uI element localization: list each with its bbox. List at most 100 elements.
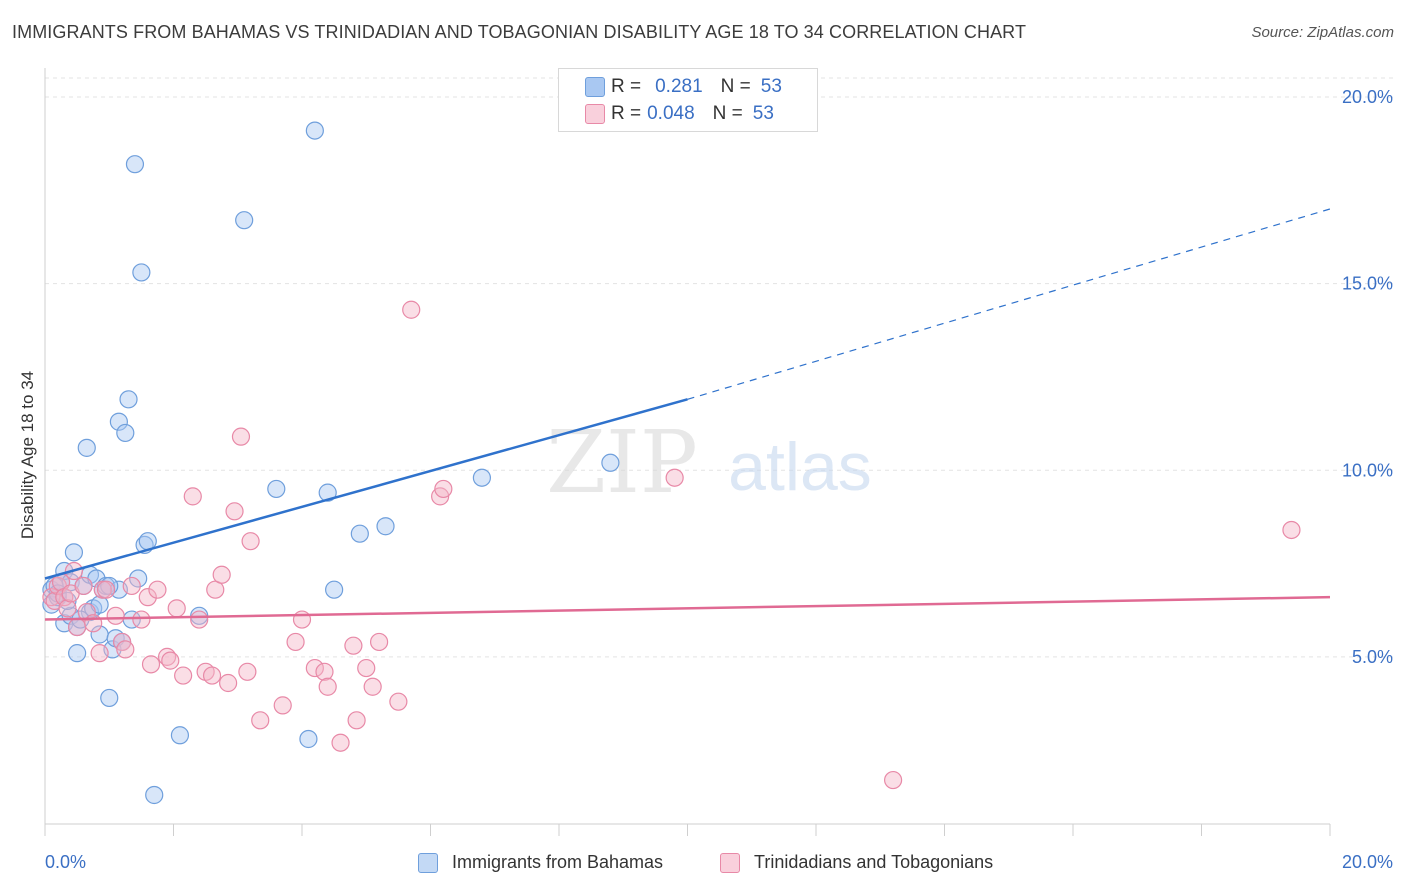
point-trinidad	[77, 602, 96, 622]
point-trinidad	[305, 658, 324, 678]
point-trinidad	[363, 677, 382, 696]
point-bahamas	[601, 453, 620, 472]
source-label: Source: ZipAtlas.com	[1251, 24, 1394, 41]
point-bahamas	[132, 263, 151, 282]
point-trinidad	[315, 662, 334, 681]
data-points	[42, 121, 1301, 805]
legend-n-value: 53	[760, 76, 782, 97]
point-bahamas	[116, 423, 135, 443]
watermark: ZIP atlas	[546, 413, 872, 513]
point-trinidad	[286, 632, 305, 652]
point-trinidad	[292, 610, 312, 629]
point-bahamas	[235, 211, 254, 230]
point-trinidad	[132, 610, 151, 629]
point-bahamas	[145, 785, 164, 805]
watermark-atlas: atlas	[728, 429, 872, 505]
chart-title: IMMIGRANTS FROM BAHAMAS VS TRINIDADIAN A…	[12, 22, 1027, 42]
point-trinidad	[122, 576, 141, 596]
legend-row-bahamas: R = 0.281 N = 53	[585, 75, 782, 99]
point-trinidad	[84, 614, 103, 633]
legend-label-trinidad: Trinidadians and Tobagonians	[754, 852, 994, 872]
point-trinidad	[883, 770, 903, 790]
legend-item-bahamas: Immigrants from Bahamas	[418, 852, 663, 873]
point-trinidad	[357, 658, 376, 678]
y-tick-label: 20.0%	[1342, 87, 1393, 107]
point-trinidad	[74, 576, 93, 596]
trend-line-bahamas-extension	[687, 208, 1331, 400]
x-tick-label: 0.0%	[45, 852, 86, 872]
point-trinidad	[370, 632, 389, 652]
point-trinidad	[138, 588, 157, 607]
legend-r-value: 0.048	[647, 103, 695, 124]
point-bahamas	[125, 155, 145, 174]
point-trinidad	[231, 427, 251, 446]
point-trinidad	[183, 487, 202, 506]
point-bahamas	[350, 524, 369, 543]
y-tick-label: 10.0%	[1342, 460, 1393, 480]
point-bahamas	[472, 468, 491, 487]
legend-n-label: N =	[712, 103, 743, 124]
point-bahamas	[267, 479, 286, 499]
series-legend: Immigrants from Bahamas Trinidadians and…	[0, 852, 1406, 878]
point-trinidad	[318, 677, 337, 696]
point-trinidad	[161, 651, 180, 670]
point-trinidad	[148, 580, 167, 599]
point-bahamas	[318, 483, 337, 502]
point-bahamas	[325, 580, 344, 599]
legend-r-value: 0.281	[655, 76, 703, 97]
point-trinidad	[1282, 520, 1301, 540]
trend-line-bahamas	[44, 398, 688, 580]
x-tick-label: 20.0%	[1342, 852, 1393, 872]
trend-line-trinidad	[44, 595, 1331, 621]
legend-label-bahamas: Immigrants from Bahamas	[452, 852, 664, 872]
point-trinidad	[96, 580, 116, 599]
point-trinidad	[202, 666, 222, 685]
legend-r-label: R =	[611, 103, 642, 124]
legend-swatch-pink	[585, 104, 605, 124]
legend-swatch-blue	[418, 852, 438, 873]
point-bahamas	[299, 729, 318, 749]
y-tick-label: 5.0%	[1352, 647, 1393, 667]
point-bahamas	[77, 438, 96, 457]
legend-r-label: R =	[611, 76, 642, 97]
point-trinidad	[116, 640, 135, 659]
point-trinidad	[106, 606, 125, 625]
legend-swatch-pink	[720, 852, 740, 873]
legend-swatch-blue	[585, 77, 605, 97]
y-tick-label: 15.0%	[1342, 274, 1393, 294]
trend-lines	[44, 208, 1331, 621]
point-trinidad	[241, 532, 260, 551]
point-trinidad	[665, 468, 684, 487]
point-trinidad	[389, 692, 408, 711]
legend-n-value: 53	[752, 103, 774, 124]
point-trinidad	[238, 662, 257, 681]
legend-n-label: N =	[720, 76, 751, 97]
point-trinidad	[167, 599, 186, 618]
point-bahamas	[64, 543, 84, 562]
point-trinidad	[174, 666, 193, 685]
correlation-legend: R = 0.281 N = 53 R = 0.048 N = 53	[558, 68, 818, 132]
point-bahamas	[119, 390, 138, 409]
point-trinidad	[225, 502, 244, 521]
point-trinidad	[90, 644, 109, 663]
point-trinidad	[68, 617, 87, 637]
point-trinidad	[190, 610, 209, 629]
point-bahamas	[68, 644, 87, 663]
point-bahamas	[109, 412, 128, 431]
legend-row-trinidad: R = 0.048 N = 53	[585, 102, 774, 126]
point-bahamas	[376, 517, 395, 536]
point-trinidad	[141, 655, 161, 674]
point-trinidad	[219, 673, 238, 693]
tick-labels: 5.0% 10.0% 15.0% 20.0% 0.0% 20.0%	[45, 87, 1393, 872]
point-bahamas	[129, 569, 148, 588]
axes	[44, 68, 1331, 836]
watermark-zip: ZIP	[546, 413, 698, 513]
point-trinidad	[251, 711, 270, 730]
legend-item-trinidad: Trinidadians and Tobagonians	[720, 852, 993, 873]
point-trinidad	[273, 696, 292, 715]
point-trinidad	[344, 636, 363, 655]
point-trinidad	[331, 733, 350, 752]
point-trinidad	[402, 300, 421, 319]
point-trinidad	[212, 565, 231, 584]
